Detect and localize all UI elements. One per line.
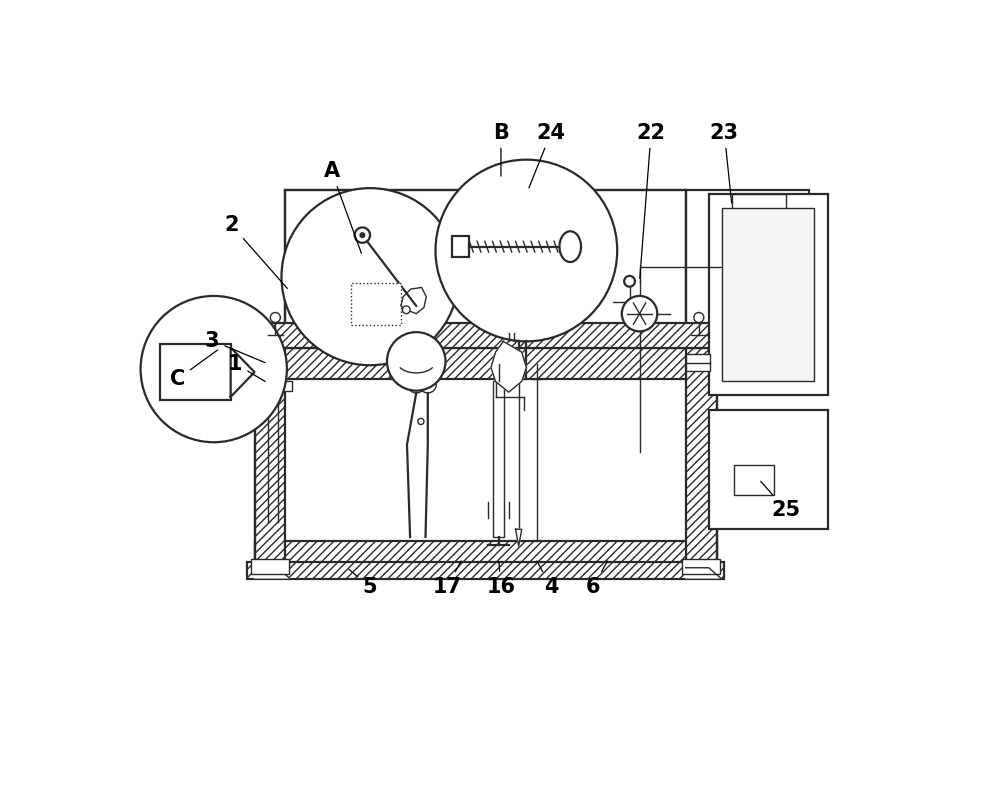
Circle shape (694, 312, 704, 323)
Text: 4: 4 (537, 561, 558, 597)
Circle shape (387, 332, 446, 391)
Bar (255, 323, 717, 349)
Bar (285, 191, 686, 349)
Bar (682, 558, 720, 574)
Bar (722, 208, 814, 382)
Text: 23: 23 (710, 122, 739, 203)
Bar (255, 541, 717, 568)
Bar (251, 558, 289, 574)
Bar (493, 382, 504, 537)
Bar (255, 349, 285, 568)
Text: 16: 16 (486, 561, 515, 597)
Bar (255, 541, 717, 568)
Bar (249, 354, 265, 383)
Circle shape (360, 233, 365, 237)
Circle shape (408, 376, 425, 393)
Bar (452, 236, 469, 257)
Bar (247, 562, 724, 579)
Text: C: C (170, 350, 218, 389)
Bar (351, 283, 401, 325)
Text: 17: 17 (433, 561, 462, 597)
Text: 5: 5 (349, 570, 377, 597)
Text: 22: 22 (637, 122, 666, 279)
Bar (686, 191, 809, 349)
Circle shape (355, 228, 370, 243)
Bar (686, 349, 717, 568)
Circle shape (418, 418, 424, 425)
Text: 24: 24 (529, 122, 566, 188)
Bar (255, 349, 717, 379)
Polygon shape (255, 568, 291, 579)
Bar (686, 355, 710, 371)
Polygon shape (686, 568, 722, 579)
Bar (249, 382, 292, 391)
Polygon shape (516, 529, 522, 546)
Circle shape (282, 188, 459, 365)
Ellipse shape (559, 232, 581, 262)
Text: 2: 2 (224, 215, 287, 288)
Text: B: B (493, 122, 509, 176)
Bar (247, 562, 724, 579)
Bar (734, 466, 774, 495)
Circle shape (141, 296, 287, 442)
Bar (255, 349, 717, 379)
Bar (709, 195, 828, 395)
Circle shape (419, 376, 436, 393)
Text: 1: 1 (228, 354, 265, 382)
Circle shape (622, 296, 657, 331)
Text: A: A (323, 161, 361, 254)
Bar (160, 345, 231, 400)
Polygon shape (491, 341, 526, 392)
Bar (709, 410, 828, 529)
Text: 3: 3 (205, 330, 265, 363)
Bar (686, 349, 717, 568)
Circle shape (624, 276, 635, 287)
Bar (255, 323, 717, 349)
Circle shape (436, 159, 617, 341)
Text: 25: 25 (761, 481, 800, 520)
Bar (255, 349, 285, 568)
Circle shape (402, 306, 410, 314)
Circle shape (270, 312, 280, 323)
Text: 6: 6 (586, 561, 607, 597)
Polygon shape (231, 348, 255, 396)
